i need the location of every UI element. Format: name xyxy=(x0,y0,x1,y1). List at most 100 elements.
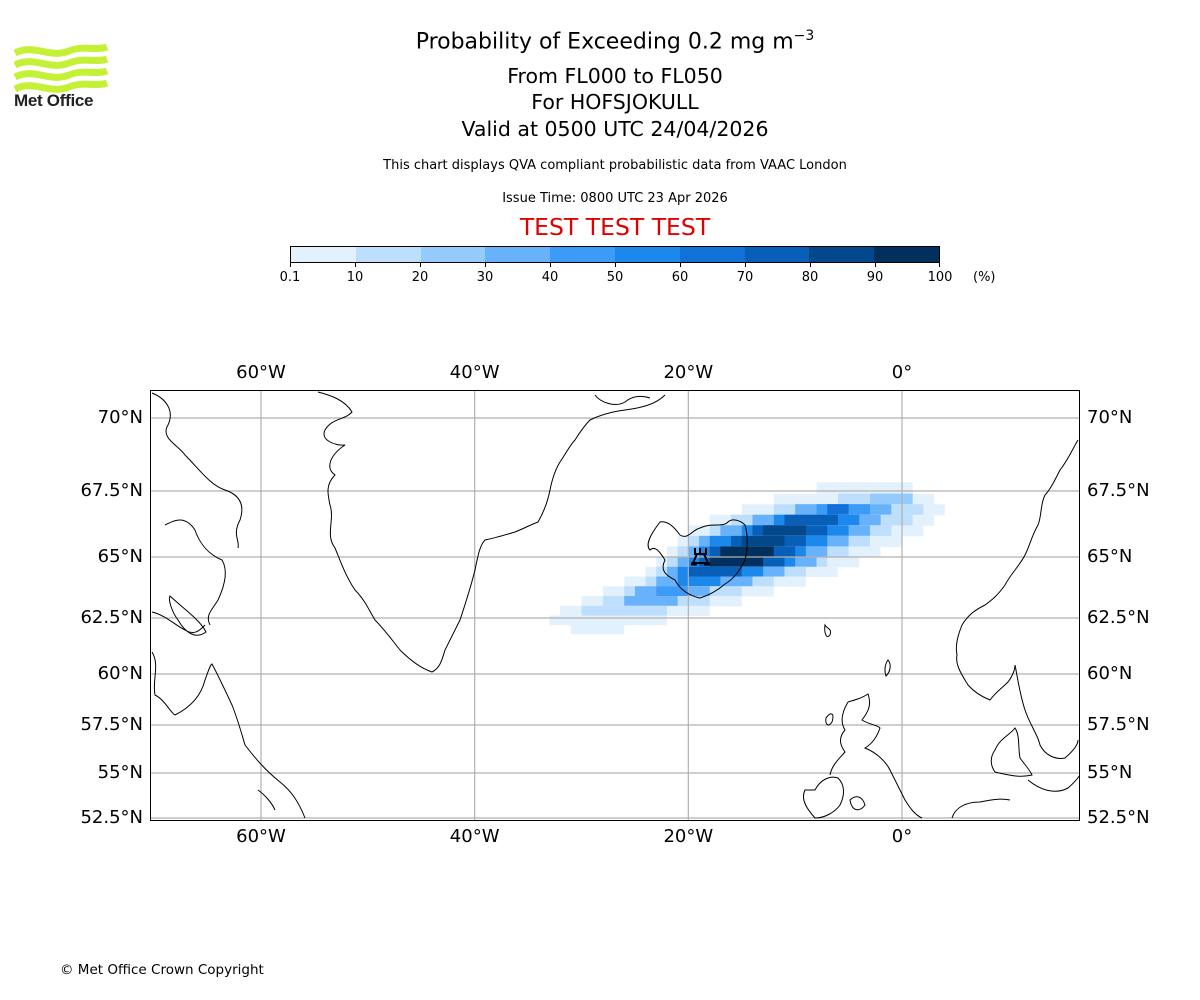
y-tick-label-left: 67.5°N xyxy=(80,480,143,501)
y-tick-label-right: 52.5°N xyxy=(1087,807,1150,828)
issue-time: Issue Time: 0800 UTC 23 Apr 2026 xyxy=(502,191,728,206)
coastline-wales xyxy=(849,796,866,811)
colorbar-tick-label: 80 xyxy=(801,270,819,285)
x-tick-label-bottom: 60°W xyxy=(236,826,286,847)
gridlines xyxy=(150,390,1080,821)
colorbar-tick-label: 20 xyxy=(411,270,429,285)
coastline-baffin xyxy=(151,392,243,549)
y-tick-label-right: 60°N xyxy=(1087,663,1133,684)
logo-wave xyxy=(14,67,108,81)
plume-cell xyxy=(741,535,785,547)
coastline-netherlands xyxy=(951,798,1011,819)
x-tick-label-top: 20°W xyxy=(663,362,714,383)
plume-cell xyxy=(581,605,667,617)
chart-title-text: Probability of Exceeding 0.2 mg m xyxy=(415,29,794,55)
coastline-greenland xyxy=(317,391,666,673)
plume-layer xyxy=(549,482,945,635)
y-tick-label-left: 55°N xyxy=(97,762,143,783)
colorbar-tick-label: 60 xyxy=(671,270,689,285)
coastline-norway xyxy=(955,439,1079,701)
x-tick-label-bottom: 20°W xyxy=(663,826,714,847)
coastline-baltic xyxy=(1027,774,1080,792)
coastline-sweden xyxy=(1014,664,1079,759)
colorbar-segment xyxy=(874,247,939,262)
colorbar-segment xyxy=(614,247,680,262)
coastline-labrador xyxy=(151,651,306,819)
y-tick-label-left: 65°N xyxy=(97,546,143,567)
x-tick-label-top: 40°W xyxy=(449,362,500,383)
plume-cell xyxy=(549,615,667,626)
y-tick-label-left: 62.5°N xyxy=(80,607,143,628)
coastlines xyxy=(151,391,1080,819)
colorbar-tick-label: 70 xyxy=(736,270,754,285)
colorbar-tick xyxy=(810,263,811,267)
colorbar-tick-label: 90 xyxy=(866,270,884,285)
volcano-name: For HOFSJOKULL xyxy=(531,90,699,114)
y-tick-label-right: 57.5°N xyxy=(1087,714,1150,735)
colorbar-segment xyxy=(355,247,421,262)
colorbar xyxy=(290,246,940,263)
coastline-faroes xyxy=(824,623,831,638)
colorbar-segment xyxy=(485,247,551,262)
colorbar-tick xyxy=(290,263,291,267)
copyright: © Met Office Crown Copyright xyxy=(60,962,264,978)
colorbar-tick xyxy=(550,263,551,267)
y-tick-label-right: 55°N xyxy=(1087,762,1133,783)
coastline-baffin-south xyxy=(164,519,226,626)
colorbar-tick xyxy=(680,263,681,267)
plume-cell xyxy=(624,596,678,607)
x-tick-label-top: 60°W xyxy=(236,362,286,383)
colorbar-tick xyxy=(615,263,616,267)
x-tick-label-bottom: 40°W xyxy=(449,826,500,847)
colorbar-tick-label: 0.1 xyxy=(279,270,301,285)
colorbar-segment xyxy=(744,247,810,262)
coastline-ireland xyxy=(802,776,844,819)
logo-wave xyxy=(14,43,108,57)
colorbar-segment xyxy=(291,247,356,262)
logo-wave xyxy=(14,79,108,93)
met-office-logo-icon xyxy=(14,43,108,93)
plume-cell xyxy=(677,576,721,587)
y-tick-label-left: 52.5°N xyxy=(80,807,143,828)
y-tick-label-right: 62.5°N xyxy=(1087,607,1150,628)
valid-time: Valid at 0500 UTC 24/04/2026 xyxy=(461,117,769,141)
coastline-scotland-west xyxy=(829,701,849,776)
met-office-logo-text: Met Office xyxy=(14,91,94,110)
colorbar-tick-label: 30 xyxy=(476,270,494,285)
coastline-shetland xyxy=(884,659,891,677)
volcano-marker-icon xyxy=(691,548,710,566)
flight-level-range: From FL000 to FL050 xyxy=(507,64,723,88)
plume-cell xyxy=(869,493,913,505)
colorbar-tick xyxy=(485,263,486,267)
colorbar-tick-label: 10 xyxy=(346,270,364,285)
coastline-iceland xyxy=(647,519,748,599)
colorbar-tick xyxy=(420,263,421,267)
plume-cell xyxy=(816,482,913,495)
colorbar-tick xyxy=(875,263,876,267)
colorbar-segment xyxy=(550,247,615,262)
y-tick-label-right: 67.5°N xyxy=(1087,480,1150,501)
plume-cell xyxy=(784,514,838,526)
coastline-baffin-island xyxy=(169,595,207,636)
plume-cell xyxy=(709,557,764,568)
colorbar-tick-label: 40 xyxy=(541,270,559,285)
map-frame xyxy=(150,390,1080,821)
plume-cell xyxy=(688,566,742,578)
colorbar-segment xyxy=(679,247,745,262)
colorbar-tick-label: 100 xyxy=(927,270,953,285)
colorbar-unit: (%) xyxy=(973,270,996,285)
colorbar-tick xyxy=(745,263,746,267)
y-tick-label-left: 70°N xyxy=(97,407,143,428)
coastline-hebrides xyxy=(825,713,834,726)
colorbar-tick-label: 50 xyxy=(606,270,624,285)
x-tick-label-top: 0° xyxy=(891,362,913,383)
coastline-hudson xyxy=(151,611,206,633)
plume-cell xyxy=(827,504,849,516)
x-tick-label-bottom: 0° xyxy=(891,826,913,847)
plume-cell xyxy=(570,624,625,635)
colorbar-segment xyxy=(809,247,875,262)
chart-title-exponent: −3 xyxy=(793,28,815,44)
colorbar-tick xyxy=(939,263,940,267)
coastline-labrador-peninsula xyxy=(257,789,276,811)
plume-cell xyxy=(656,586,689,597)
